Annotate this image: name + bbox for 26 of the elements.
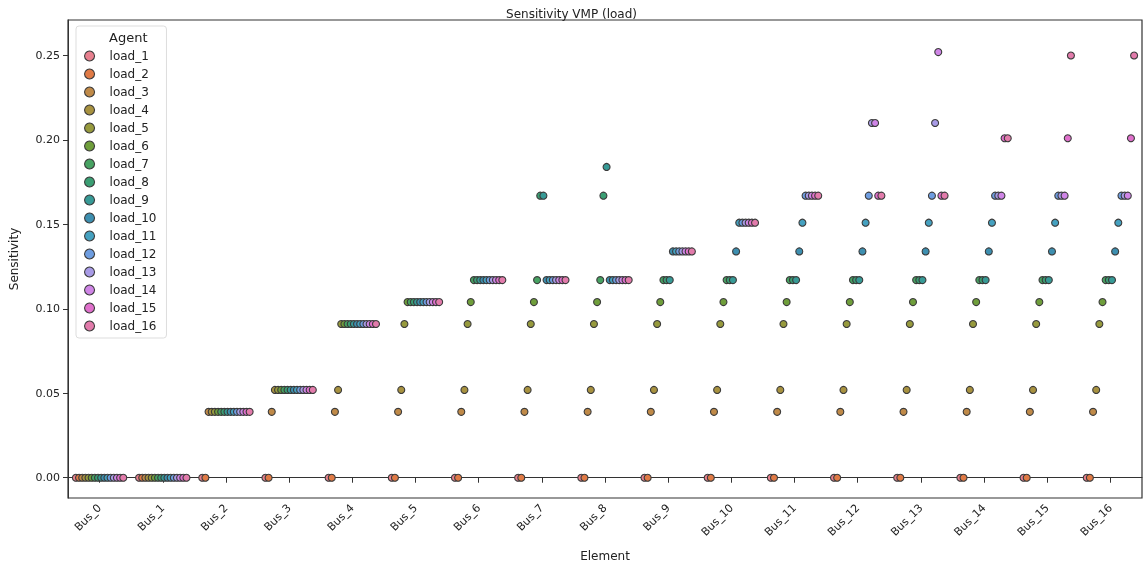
legend-label: load_16: [109, 319, 157, 333]
y-tick-label: 0.10: [35, 302, 60, 316]
legend-label: load_13: [109, 265, 157, 279]
legend-label: load_1: [109, 49, 149, 63]
legend-title: Agent: [109, 30, 148, 45]
y-tick-label: 0.05: [35, 386, 60, 400]
chart-title: Sensitivity VMP (load): [506, 7, 637, 21]
legend-label: load_10: [109, 211, 157, 225]
legend-label: load_5: [109, 121, 149, 135]
y-tick-label: 0.00: [35, 471, 60, 485]
y-axis-title: Sensitivity: [7, 227, 21, 291]
legend-label: load_2: [109, 67, 149, 81]
x-axis-title: Element: [580, 549, 631, 563]
legend-label: load_12: [109, 247, 157, 261]
y-tick-label: 0.20: [35, 133, 60, 147]
y-tick-label: 0.15: [35, 217, 60, 231]
legend-label: load_15: [109, 301, 157, 315]
legend-label: load_3: [109, 85, 149, 99]
y-tick-label: 0.25: [35, 48, 60, 62]
legend-label: load_14: [109, 283, 157, 297]
legend-label: load_6: [109, 139, 149, 153]
legend-label: load_9: [109, 193, 149, 207]
legend-label: load_8: [109, 175, 149, 189]
legend-label: load_11: [109, 229, 157, 243]
legend-label: load_7: [109, 157, 149, 171]
legend-label: load_4: [109, 103, 149, 117]
